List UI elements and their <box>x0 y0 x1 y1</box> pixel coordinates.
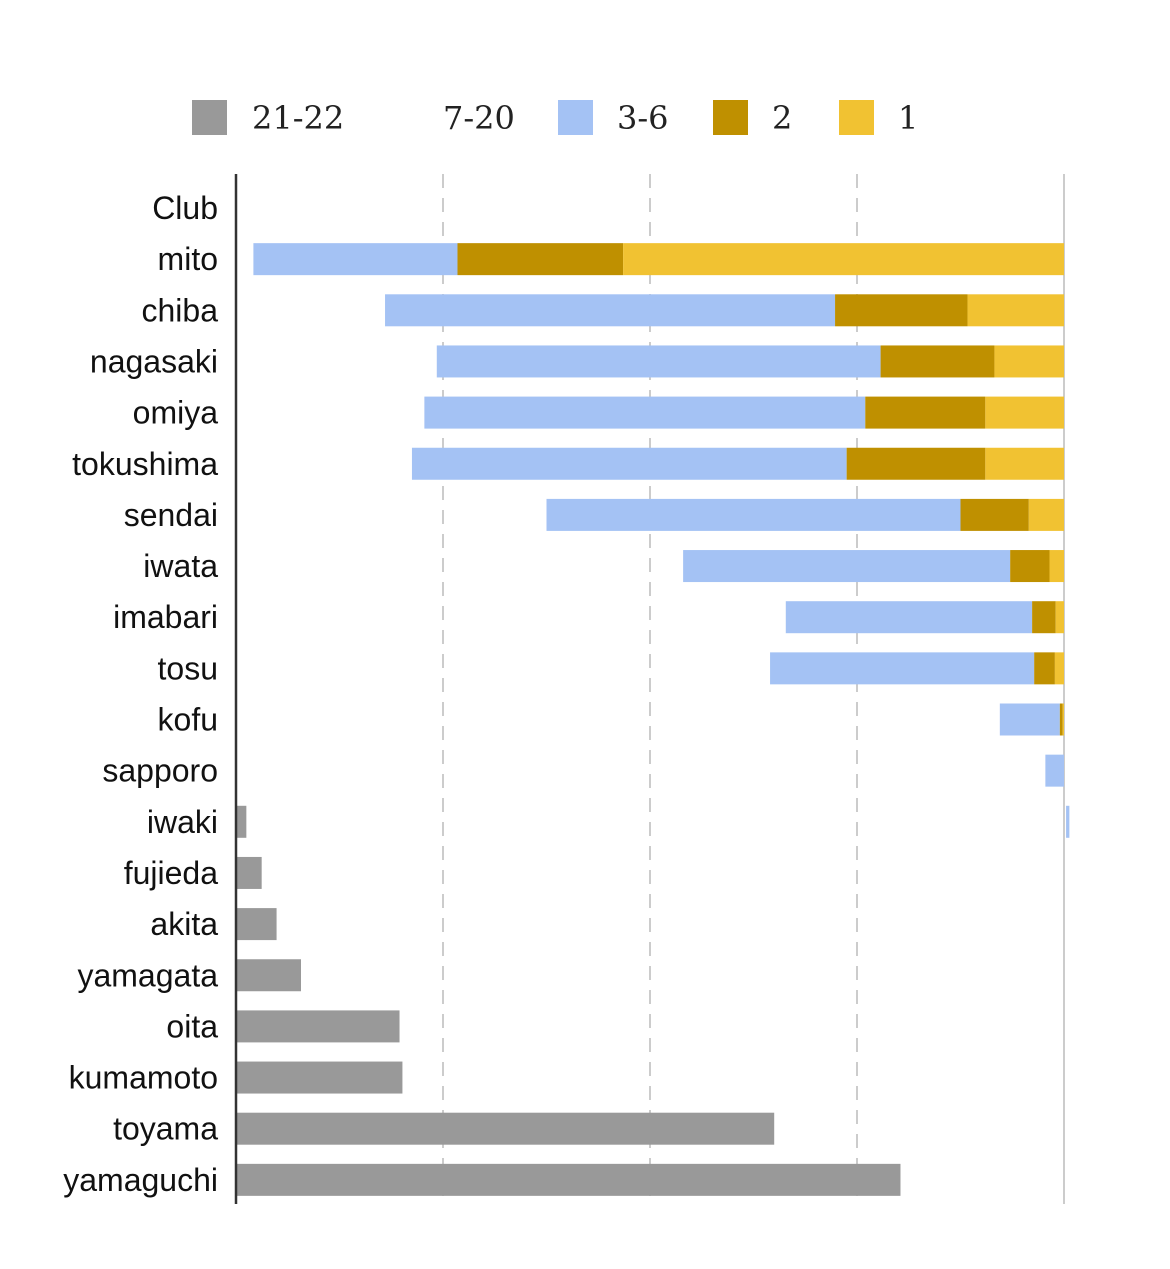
category-label-chiba: chiba <box>142 292 219 328</box>
category-label-sendai: sendai <box>124 497 218 533</box>
category-label-tokushima: tokushima <box>72 446 218 482</box>
category-label-kumamoto: kumamoto <box>69 1060 218 1096</box>
bar-tosu-2 <box>1034 652 1055 685</box>
category-label-Club: Club <box>152 190 218 226</box>
bar-chiba-3-6 <box>385 294 836 327</box>
bar-imabari-2 <box>1032 601 1056 634</box>
category-label-sapporo: sapporo <box>102 753 218 789</box>
legend-swatch-1 <box>839 100 874 135</box>
legend-label-3-6: 3-6 <box>617 99 669 137</box>
gridlines <box>442 174 1065 1204</box>
bar-nagasaki-1 <box>994 345 1064 378</box>
bar-omiya-3-6 <box>424 396 866 429</box>
bar-iwata-1 <box>1049 550 1064 583</box>
legend-swatch-2 <box>713 100 748 135</box>
legend-label-7-20: 7-20 <box>443 99 515 137</box>
bar-mito-3-6 <box>253 243 458 276</box>
category-label-oita: oita <box>166 1008 218 1044</box>
legend-label-2: 2 <box>772 99 792 137</box>
bar-yamaguchi-21-22 <box>236 1163 901 1196</box>
bar-sendai-2 <box>960 498 1029 531</box>
bar-nagasaki-3-6 <box>436 345 881 378</box>
bar-chiba-1 <box>967 294 1064 327</box>
bar-mito-2 <box>457 243 624 276</box>
bar-tokushima-3-6 <box>411 447 847 480</box>
bars <box>236 243 1070 1196</box>
bar-chiba-2 <box>835 294 968 327</box>
category-label-akita: akita <box>150 906 218 942</box>
bar-tosu-1 <box>1054 652 1064 685</box>
bar-omiya-2 <box>865 396 986 429</box>
legend-label-1: 1 <box>898 99 918 137</box>
bar-sapporo-3-6 <box>1045 754 1064 787</box>
bar-iwaki-21-22 <box>236 805 247 838</box>
bar-tosu-3-6 <box>770 652 1035 685</box>
category-label-toyama: toyama <box>113 1111 218 1147</box>
bar-oita-21-22 <box>236 1010 400 1043</box>
category-label-yamagata: yamagata <box>77 957 218 993</box>
category-label-iwaki: iwaki <box>147 804 218 840</box>
category-label-imabari: imabari <box>113 599 218 635</box>
category-label-mito: mito <box>158 241 218 277</box>
category-label-iwata: iwata <box>143 548 218 584</box>
bar-tokushima-1 <box>985 447 1064 480</box>
category-label-yamaguchi: yamaguchi <box>63 1162 218 1198</box>
bar-yamagata-21-22 <box>236 959 301 992</box>
legend: 21-22 7-20 3-6 2 1 <box>192 99 918 137</box>
bar-fujieda-21-22 <box>236 856 262 889</box>
bar-imabari-1 <box>1055 601 1064 634</box>
bar-tokushima-2 <box>846 447 986 480</box>
bar-mito-1 <box>623 243 1064 276</box>
bar-imabari-3-6 <box>785 601 1033 634</box>
category-labels: Club mito chiba nagasaki omiya tokushima senda… <box>63 190 218 1198</box>
bar-akita-21-22 <box>236 908 277 941</box>
bar-iwata-3-6 <box>683 550 1011 583</box>
bar-iwata-2 <box>1010 550 1050 583</box>
category-label-omiya: omiya <box>133 395 219 431</box>
bar-kofu-2 <box>1059 703 1063 736</box>
bar-kofu-3-6 <box>999 703 1060 736</box>
category-label-fujieda: fujieda <box>124 855 219 891</box>
bar-iwaki-3-6 <box>1066 805 1070 838</box>
legend-swatch-3-6 <box>558 100 593 135</box>
legend-swatch-21-22 <box>192 100 227 135</box>
bar-omiya-1 <box>985 396 1064 429</box>
category-label-nagasaki: nagasaki <box>90 343 218 379</box>
bar-sendai-1 <box>1028 498 1064 531</box>
category-label-tosu: tosu <box>158 650 218 686</box>
bar-toyama-21-22 <box>236 1112 775 1145</box>
bar-nagasaki-2 <box>880 345 995 378</box>
bar-sendai-3-6 <box>546 498 961 531</box>
category-label-kofu: kofu <box>158 702 218 738</box>
bar-kofu-1 <box>1062 703 1064 736</box>
bar-kumamoto-21-22 <box>236 1061 403 1094</box>
legend-label-21-22: 21-22 <box>252 99 344 137</box>
